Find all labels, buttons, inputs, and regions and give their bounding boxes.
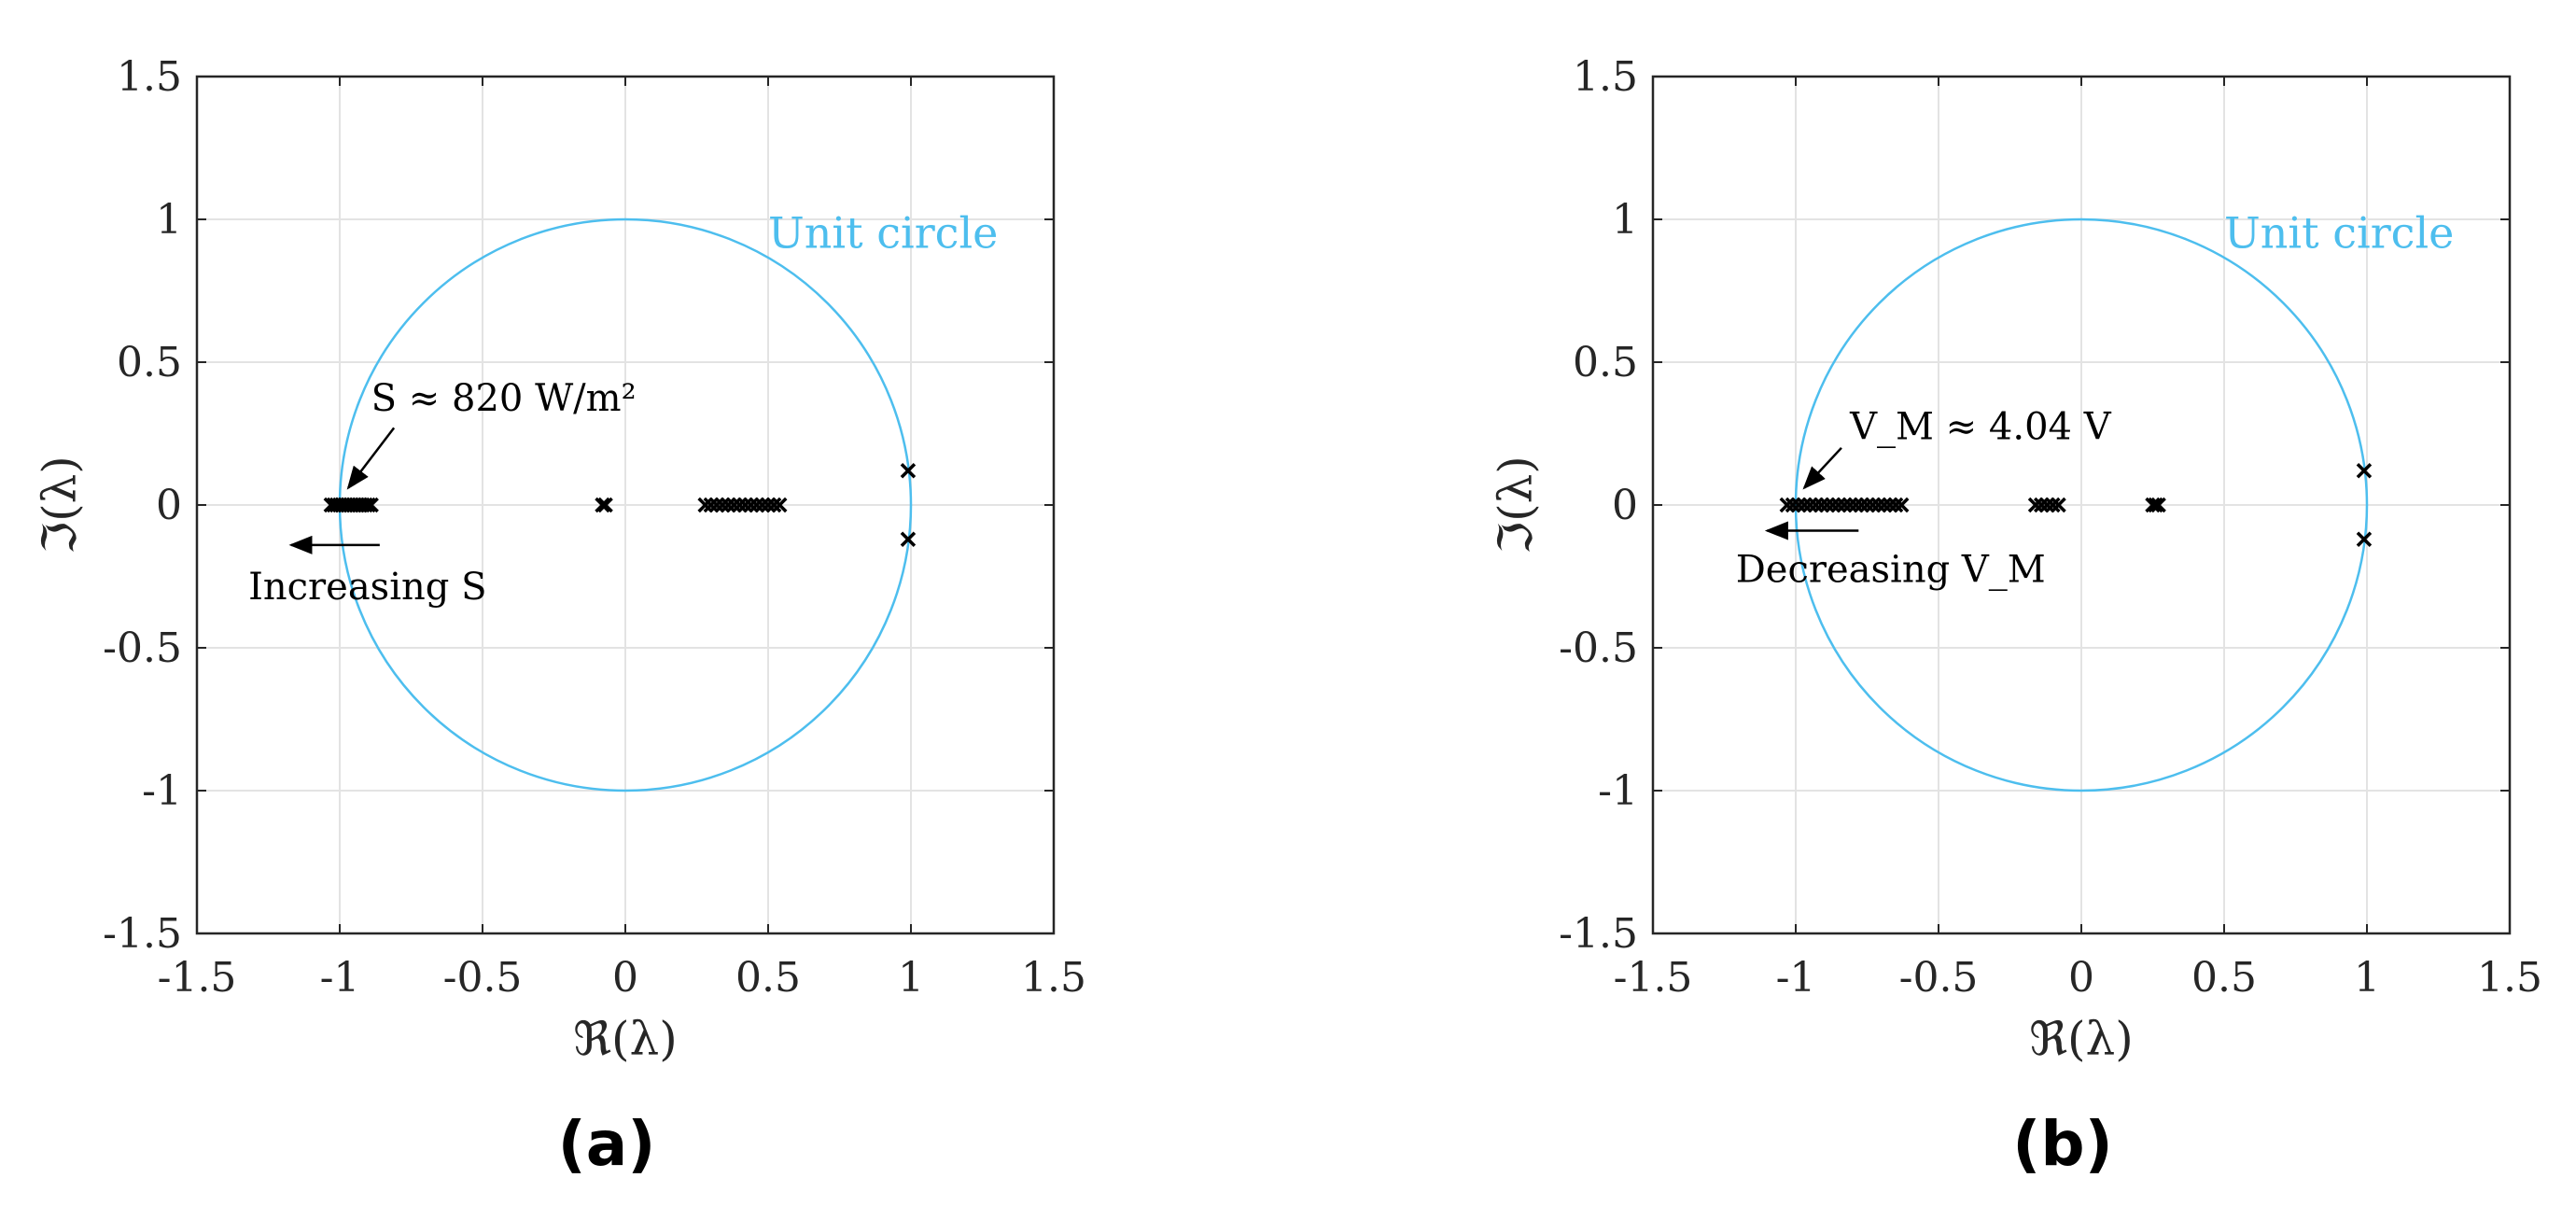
eigenvalue-marker bbox=[2033, 497, 2050, 513]
x-axis-label: ℜ(λ) bbox=[2029, 1012, 2133, 1066]
eigenvalue-marker bbox=[765, 497, 782, 513]
panel-label: (b) bbox=[2012, 1108, 2113, 1180]
eigenvalue-marker bbox=[749, 497, 764, 513]
eigenvalue-marker bbox=[900, 463, 917, 479]
x-tick-label: -0.5 bbox=[1899, 954, 1979, 1002]
panel-b: -1.5 -1 -0.5 0 0.5 1 1.5 -1.5 -1 -0.5 0 0.5 1 1.5 ℜ(λ)… bbox=[1489, 53, 2542, 1180]
annotation-arrow bbox=[1802, 446, 1842, 490]
eigenvalue-marker bbox=[1876, 497, 1893, 513]
eigenvalue-marker bbox=[2027, 497, 2044, 513]
eigenvalue-marker bbox=[714, 497, 731, 513]
eigenvalue-marker bbox=[703, 497, 720, 513]
eigenvalue-marker bbox=[737, 497, 753, 513]
y-tick-label: -1.5 bbox=[1559, 910, 1638, 958]
eigenvalue-marker bbox=[1841, 497, 1858, 513]
y-tick-label: 0 bbox=[156, 482, 182, 529]
eigenvalue-marker bbox=[726, 497, 742, 513]
eigenvalue-marker bbox=[1882, 497, 1898, 513]
x-tick-label: 0.5 bbox=[735, 954, 801, 1002]
eigenvalue-marker bbox=[1813, 497, 1829, 513]
annotation-value: V_M ≈ 4.04 V bbox=[1849, 406, 2112, 449]
x-tick-label: 1.5 bbox=[2477, 954, 2542, 1002]
y-tick-label: 0.5 bbox=[1573, 339, 1638, 386]
panel-a: -1.5 -1 -0.5 0 0.5 1 1.5 -1.5 -1 -0.5 0 0.5 1 1.5 ℜ(λ)… bbox=[33, 53, 1086, 1180]
x-tick-label: -1 bbox=[1776, 954, 1816, 1002]
unit-circle-label: Unit circle bbox=[768, 208, 998, 259]
eigenvalue-marker bbox=[743, 497, 759, 513]
eigenvalue-marker bbox=[597, 497, 613, 513]
x-tick-label: 1.5 bbox=[1021, 954, 1086, 1002]
eigenvalue-marker bbox=[1790, 497, 1807, 513]
eigenvalue-marker bbox=[363, 497, 379, 513]
eigenvalue-marker bbox=[2150, 497, 2166, 513]
y-tick-label: 1 bbox=[1612, 196, 1638, 244]
y-tick-label: 1.5 bbox=[117, 53, 182, 101]
eigenvalue-marker bbox=[754, 497, 771, 513]
x-tick-label: 0 bbox=[2068, 954, 2094, 1002]
eigenvalue-marker bbox=[732, 497, 748, 513]
x-tick-label: -1.5 bbox=[1614, 954, 1693, 1002]
x-axis-label: ℜ(λ) bbox=[573, 1012, 677, 1066]
x-tick-label: 1 bbox=[2354, 954, 2380, 1002]
eigenvalue-marker bbox=[2145, 497, 2161, 513]
eigenvalue-marker bbox=[360, 497, 376, 513]
y-tick-label: 1 bbox=[156, 196, 182, 244]
eigenvalue-marker bbox=[1808, 497, 1824, 513]
eigenvalue-marker bbox=[2148, 497, 2163, 513]
eigenvalue-marker bbox=[720, 497, 736, 513]
eigenvalue-marker bbox=[1865, 497, 1881, 513]
eigenvalue-marker bbox=[1796, 497, 1813, 513]
panel-label: (a) bbox=[558, 1108, 656, 1180]
eigenvalue-marker bbox=[2356, 531, 2373, 547]
eigenvalue-marker bbox=[708, 497, 725, 513]
unit-circle bbox=[1794, 217, 2369, 792]
eigenvalue-marker bbox=[1859, 497, 1875, 513]
eigenvalue-marker bbox=[1825, 497, 1841, 513]
annotation-arrow bbox=[346, 427, 396, 490]
y-tick-label: -0.5 bbox=[1559, 624, 1638, 672]
eigenvalue-marker bbox=[1836, 497, 1853, 513]
eigenvalue-marker bbox=[2051, 497, 2066, 513]
y-tick-label: -1 bbox=[1598, 767, 1638, 815]
annotation-value: S ≈ 820 W/m² bbox=[371, 377, 637, 420]
eigenvalue-marker bbox=[357, 497, 373, 513]
x-tick-label: 0.5 bbox=[2191, 954, 2257, 1002]
eigenvalue-marker bbox=[1893, 497, 1910, 513]
eigenvalue-marker bbox=[1854, 497, 1869, 513]
eigenvalue-marker bbox=[900, 531, 917, 547]
eigenvalue-marker bbox=[1887, 497, 1904, 513]
eigenvalue-marker bbox=[1779, 497, 1796, 513]
y-tick-label: -1 bbox=[142, 767, 182, 815]
eigenvalue-marker bbox=[2039, 497, 2055, 513]
x-tick-label: -0.5 bbox=[443, 954, 523, 1002]
eigenvalue-marker bbox=[760, 497, 777, 513]
eigenvalue-marker bbox=[1819, 497, 1835, 513]
x-tick-label: -1.5 bbox=[158, 954, 237, 1002]
y-axis-label: ℑ(λ) bbox=[1489, 456, 1543, 554]
y-tick-label: 0.5 bbox=[117, 339, 182, 386]
y-axis-label: ℑ(λ) bbox=[33, 456, 87, 554]
y-tick-label: -0.5 bbox=[103, 624, 182, 672]
eigenvalue-marker bbox=[697, 497, 713, 513]
eigenvalue-marker bbox=[1870, 497, 1886, 513]
y-tick-label: 0 bbox=[1612, 482, 1638, 529]
x-tick-label: 1 bbox=[898, 954, 924, 1002]
eigenvalue-marker bbox=[2356, 463, 2373, 479]
x-tick-label: 0 bbox=[612, 954, 638, 1002]
x-tick-label: -1 bbox=[320, 954, 360, 1002]
eigenvalue-marker bbox=[772, 497, 788, 513]
eigenvalue-marker bbox=[1830, 497, 1847, 513]
eigenvalue-marker bbox=[1785, 497, 1801, 513]
eigenvalue-marker bbox=[1802, 497, 1818, 513]
annotation-direction: Increasing S bbox=[248, 566, 486, 609]
eigenvalue-marker bbox=[595, 497, 610, 513]
y-tick-label: 1.5 bbox=[1573, 53, 1638, 101]
y-tick-label: -1.5 bbox=[103, 910, 182, 958]
annotation-direction: Decreasing V_M bbox=[1736, 549, 2046, 592]
unit-circle-label: Unit circle bbox=[2224, 208, 2454, 259]
eigenvalue-marker bbox=[1848, 497, 1864, 513]
eigenvalue-marker bbox=[2045, 497, 2061, 513]
